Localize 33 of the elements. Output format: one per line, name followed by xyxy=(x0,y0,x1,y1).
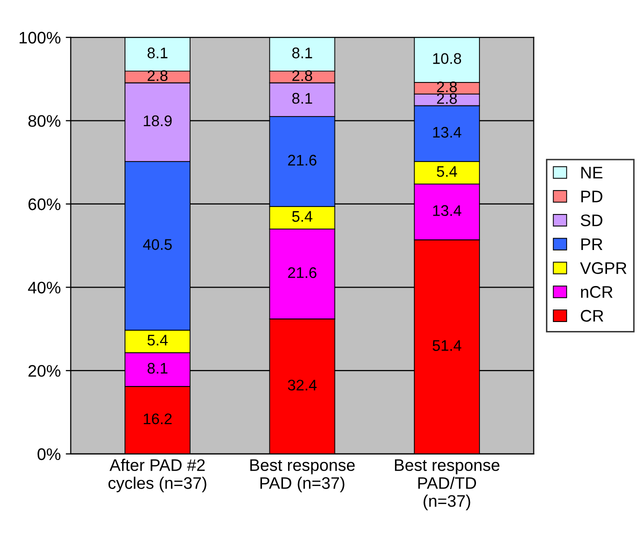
data-label: 18.9 xyxy=(144,115,172,126)
data-label: 51.4 xyxy=(432,340,462,351)
data-label: 8.1 xyxy=(292,92,312,104)
legend-label: NE xyxy=(581,166,602,178)
data-label: 5.4 xyxy=(148,334,168,346)
legend-label: PR xyxy=(581,238,602,250)
data-label: 8.1 xyxy=(148,48,168,58)
data-label: 21.6 xyxy=(288,267,316,278)
x-tick-label: Best response PAD/TD (n=37) xyxy=(394,459,500,510)
data-label: 32.4 xyxy=(288,380,317,391)
y-tick-label: 20% xyxy=(28,364,60,377)
legend-label: nCR xyxy=(581,286,613,298)
data-label: 5.4 xyxy=(436,166,458,177)
data-label: 13.4 xyxy=(433,126,462,138)
y-tick-label: 60% xyxy=(28,198,60,210)
data-label: 13.4 xyxy=(433,205,462,216)
legend-label: CR xyxy=(580,310,604,322)
data-label: 5.4 xyxy=(292,211,312,222)
data-label: 16.2 xyxy=(144,413,172,424)
y-tick-label: 0% xyxy=(38,448,60,460)
data-label: 21.6 xyxy=(288,154,316,166)
data-label: 10.8 xyxy=(433,53,462,64)
x-tick-label: After PAD #2 cycles (n=37) xyxy=(108,458,206,492)
y-tick-label: 100% xyxy=(20,32,60,44)
data-label: 8.1 xyxy=(292,48,312,58)
data-label: 40.5 xyxy=(143,239,172,250)
legend-label: PD xyxy=(581,190,602,202)
y-tick-label: 80% xyxy=(28,115,60,127)
x-tick-label: Best response PAD (n=37) xyxy=(250,459,355,492)
data-label: 8.1 xyxy=(148,362,168,374)
legend-label: VGPR xyxy=(580,262,626,274)
y-tick-label: 40% xyxy=(28,282,60,294)
legend-label: SD xyxy=(580,214,602,226)
